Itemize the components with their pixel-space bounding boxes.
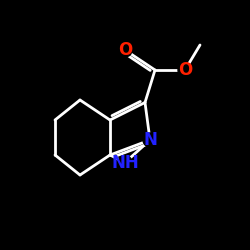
Circle shape [143,133,157,147]
Circle shape [178,63,192,77]
Text: O: O [118,41,132,59]
Text: O: O [178,61,192,79]
Text: N: N [143,131,157,149]
Circle shape [118,43,132,57]
Circle shape [118,156,132,170]
Text: NH: NH [111,154,139,172]
